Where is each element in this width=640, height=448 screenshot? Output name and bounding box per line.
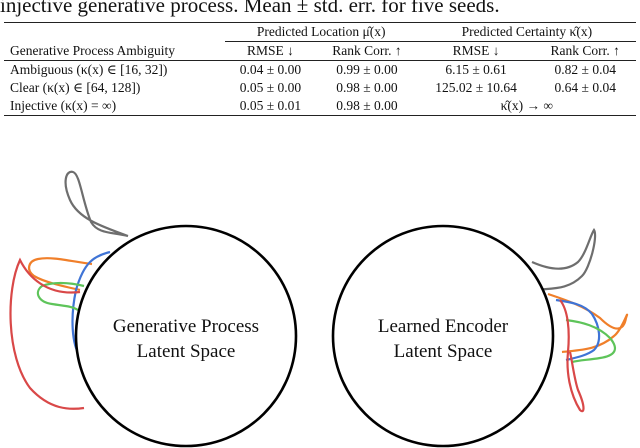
right-gray-curve [531, 228, 597, 292]
row-header: Generative Process Ambiguity [10, 42, 175, 58]
row-label: Injective (κ(x) = ∞) [4, 97, 225, 116]
col-header-location-rmse: RMSE ↓ [247, 43, 294, 58]
table-row-injective: Injective (κ(x) = ∞) 0.05 ± 0.01 0.98 ± … [4, 97, 636, 116]
cell-certainty-merged: κ̂(x) → ∞ [417, 97, 636, 116]
cell-location-rank: 0.99 ± 0.00 [316, 60, 418, 79]
cell-location-rmse: 0.04 ± 0.00 [224, 60, 317, 79]
right-label-line-1: Learned Encoder [377, 316, 509, 337]
table-group-header-row: Predicted Location μ̂(x) Predicted Certa… [4, 22, 636, 42]
right-latent-circle [331, 224, 555, 448]
cell-location-rmse: 0.05 ± 0.01 [224, 97, 317, 116]
cell-location-rank: 0.98 ± 0.00 [336, 80, 398, 95]
right-circle-label: Learned Encoder Latent Space [343, 314, 543, 364]
results-table: Predicted Location μ̂(x) Predicted Certa… [4, 22, 636, 116]
left-red-curve [9, 257, 85, 410]
left-latent-circle [74, 224, 298, 448]
left-label-line-1: Generative Process [112, 316, 260, 337]
table-caption: injective generative process. Mean ± std… [0, 0, 500, 17]
certainty-group-header: Predicted Certainty κ̂(x) [417, 22, 636, 42]
cell-certainty-rmse: 6.15 ± 0.61 [417, 60, 535, 79]
table-row-ambiguous: Ambiguous (κ(x) ∈ [16, 32]) 0.04 ± 0.00 … [4, 60, 636, 79]
row-label: Clear (κ(x) ∈ [64, 128]) [10, 80, 141, 95]
right-green-curve [565, 318, 617, 364]
right-orange-curve [547, 292, 629, 354]
table-row-clear: Clear (κ(x) ∈ [64, 128]) 0.05 ± 0.00 0.9… [4, 79, 636, 97]
left-label-line-2: Latent Space [136, 341, 236, 362]
cell-location-rank: 0.98 ± 0.00 [316, 97, 418, 116]
left-gray-curve [64, 170, 129, 238]
right-blue-curve [555, 298, 601, 362]
left-circle-label: Generative Process Latent Space [86, 314, 286, 364]
table-corner-cell [4, 22, 225, 42]
cell-certainty-rank: 0.64 ± 0.04 [554, 80, 616, 95]
col-header-location-rank: Rank Corr. ↑ [332, 43, 402, 58]
location-group-header: Predicted Location μ̂(x) [224, 22, 418, 42]
cell-location-rmse: 0.05 ± 0.00 [239, 80, 302, 95]
table-column-header-row: Generative Process Ambiguity RMSE ↓ Rank… [4, 42, 636, 61]
cell-certainty-rmse: 125.02 ± 10.64 [435, 80, 517, 95]
row-label: Ambiguous (κ(x) ∈ [16, 32]) [4, 60, 225, 79]
cell-certainty-rank: 0.82 ± 0.04 [534, 60, 636, 79]
col-header-certainty-rmse: RMSE ↓ [452, 43, 500, 58]
right-red-curve [559, 299, 585, 413]
right-label-line-2: Latent Space [393, 341, 493, 362]
col-header-certainty-rank: Rank Corr. ↑ [550, 43, 620, 58]
left-green-curve [36, 281, 85, 311]
